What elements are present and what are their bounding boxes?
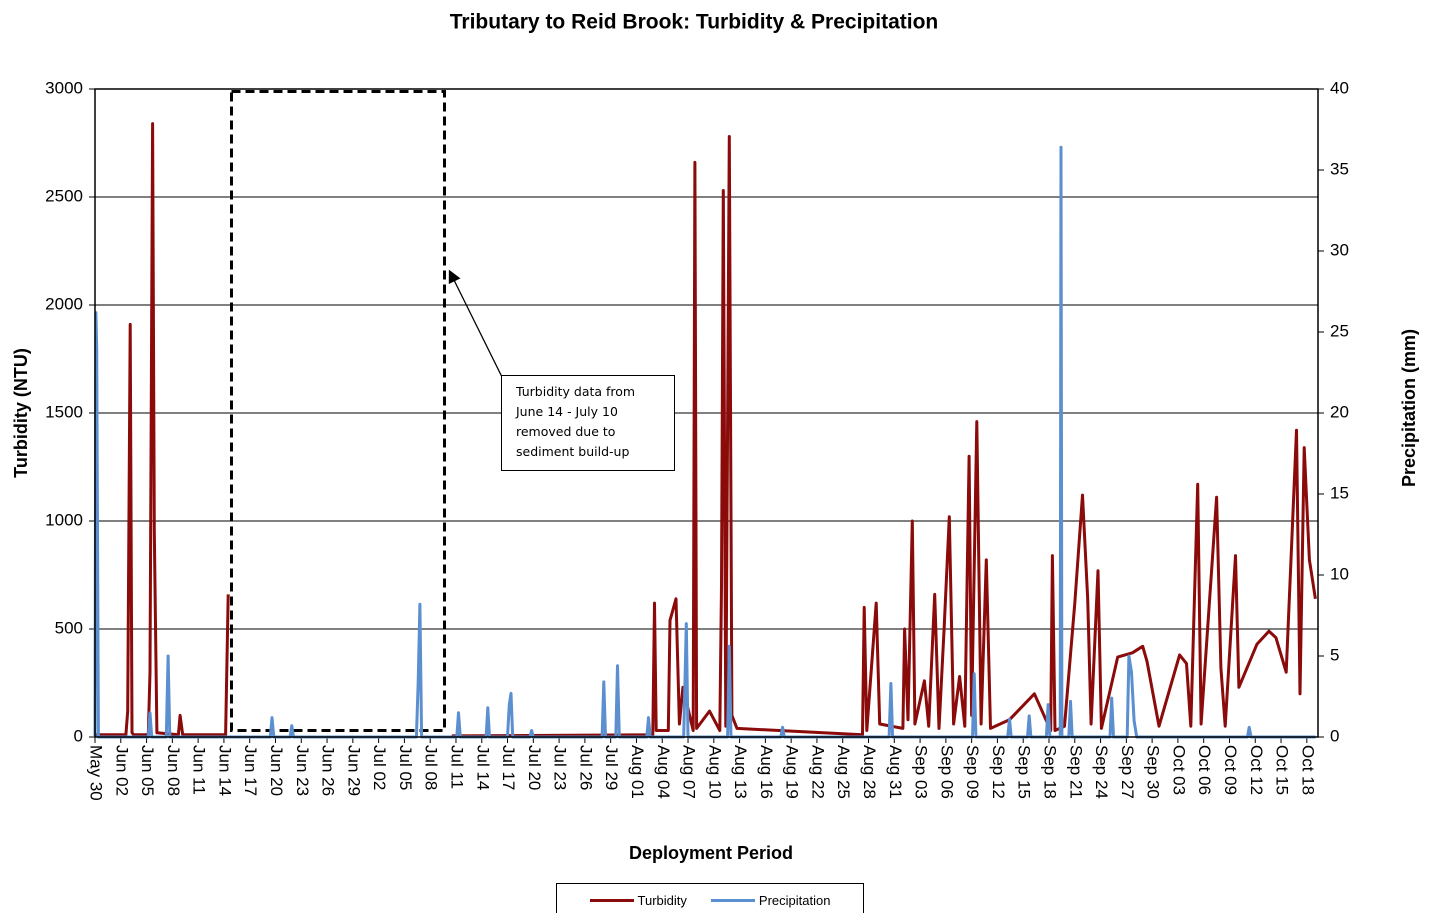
removed-period-box bbox=[230, 90, 446, 732]
x-tick-label: Aug 04 bbox=[654, 745, 673, 799]
x-tick-label: Sep 24 bbox=[1092, 745, 1111, 799]
legend-label: Turbidity bbox=[637, 893, 687, 908]
x-tick-label: Aug 01 bbox=[628, 745, 647, 799]
y2-tick-label: 40 bbox=[1330, 78, 1349, 97]
x-tick-label: Jun 08 bbox=[164, 745, 183, 796]
x-tick-label: Jul 11 bbox=[447, 745, 466, 789]
y2-axis-label: Precipitation (mm) bbox=[1399, 329, 1419, 487]
x-tick-label: Sep 27 bbox=[1118, 745, 1137, 799]
x-tick-label: Aug 13 bbox=[731, 745, 750, 799]
x-tick-label: Sep 18 bbox=[1041, 745, 1060, 799]
x-tick-label: Oct 03 bbox=[1169, 745, 1188, 795]
x-tick-label: Sep 09 bbox=[963, 745, 982, 799]
y2-tick-label: 30 bbox=[1330, 240, 1349, 259]
x-tick-label: Jun 29 bbox=[344, 745, 363, 796]
x-tick-label: Sep 12 bbox=[989, 745, 1008, 799]
x-tick-label: Jul 14 bbox=[473, 745, 492, 790]
annotation-arrow bbox=[448, 269, 503, 378]
y2-tick-label: 5 bbox=[1330, 645, 1339, 664]
x-tick-label: Jul 08 bbox=[422, 745, 441, 790]
x-tick-label: Jun 17 bbox=[241, 745, 260, 796]
x-tick-label: Jun 11 bbox=[190, 745, 209, 795]
legend-label: Precipitation bbox=[758, 893, 831, 908]
chart-title: Tributary to Reid Brook: Turbidity & Pre… bbox=[450, 11, 938, 34]
x-tick-label: Sep 30 bbox=[1144, 745, 1163, 799]
x-tick-label: Aug 28 bbox=[860, 745, 879, 799]
y2-tick-label: 15 bbox=[1330, 483, 1349, 502]
x-tick-label: Oct 12 bbox=[1247, 745, 1266, 795]
y2-tick-label: 20 bbox=[1330, 402, 1349, 421]
y2-tick-label: 35 bbox=[1330, 159, 1349, 178]
x-tick-label: Jul 17 bbox=[499, 745, 518, 790]
y-tick-label: 1000 bbox=[45, 510, 83, 529]
y-axis-label: Turbidity (NTU) bbox=[11, 348, 31, 478]
x-tick-label: Aug 07 bbox=[680, 745, 699, 799]
x-tick-label: Jun 23 bbox=[293, 745, 312, 796]
x-tick-label: Jul 23 bbox=[551, 745, 570, 790]
y-tick-label: 2000 bbox=[45, 294, 83, 313]
x-tick-label: Jul 02 bbox=[370, 745, 389, 790]
x-tick-label: Oct 09 bbox=[1221, 745, 1240, 795]
y-tick-label: 2500 bbox=[45, 186, 83, 205]
x-tick-label: Sep 06 bbox=[937, 745, 956, 799]
x-tick-label: Aug 19 bbox=[783, 745, 802, 799]
y2-tick-label: 10 bbox=[1330, 564, 1349, 583]
x-tick-label: Jun 20 bbox=[267, 745, 286, 796]
x-tick-label: Sep 21 bbox=[1066, 745, 1085, 799]
x-tick-label: Aug 31 bbox=[886, 745, 905, 799]
y-tick-label: 500 bbox=[55, 618, 83, 637]
legend-swatch bbox=[589, 899, 634, 902]
legend: Turbidity Precipitation bbox=[556, 883, 864, 913]
x-tick-label: Jul 26 bbox=[576, 745, 595, 790]
x-axis-label: Deployment Period bbox=[629, 843, 793, 863]
y-tick-label: 0 bbox=[74, 726, 83, 745]
x-tick-label: Jul 29 bbox=[602, 745, 621, 790]
x-tick-label: Oct 06 bbox=[1195, 745, 1214, 795]
x-tick-label: Jul 20 bbox=[525, 745, 544, 790]
x-tick-label: Oct 15 bbox=[1273, 745, 1292, 795]
legend-item: Turbidity bbox=[589, 893, 687, 908]
annotation: Turbidity data from June 14 - July 10 re… bbox=[501, 375, 675, 471]
x-tick-label: Aug 22 bbox=[808, 745, 827, 799]
y2-tick-label: 0 bbox=[1330, 726, 1339, 745]
y-tick-label: 1500 bbox=[45, 402, 83, 421]
series-line bbox=[95, 122, 1317, 738]
x-tick-label: Jun 26 bbox=[319, 745, 338, 796]
series-line bbox=[93, 145, 1316, 739]
x-tick-label: Sep 03 bbox=[912, 745, 931, 799]
x-tick-label: Aug 10 bbox=[705, 745, 724, 799]
x-tick-label: Jul 05 bbox=[396, 745, 415, 790]
legend-item: Precipitation bbox=[710, 893, 831, 908]
x-tick-label: May 30 bbox=[87, 745, 106, 801]
x-tick-label: Jun 14 bbox=[215, 745, 234, 796]
x-tick-label: Oct 18 bbox=[1298, 745, 1317, 795]
x-tick-label: Jun 05 bbox=[138, 745, 157, 796]
y-tick-label: 3000 bbox=[45, 78, 83, 97]
x-tick-label: Sep 15 bbox=[1015, 745, 1034, 799]
x-tick-label: Aug 25 bbox=[834, 745, 853, 799]
y2-tick-label: 25 bbox=[1330, 321, 1349, 340]
x-tick-label: Aug 16 bbox=[757, 745, 776, 799]
x-tick-label: Jun 02 bbox=[112, 745, 131, 796]
legend-swatch bbox=[710, 899, 755, 902]
plot-frame bbox=[94, 88, 1319, 738]
